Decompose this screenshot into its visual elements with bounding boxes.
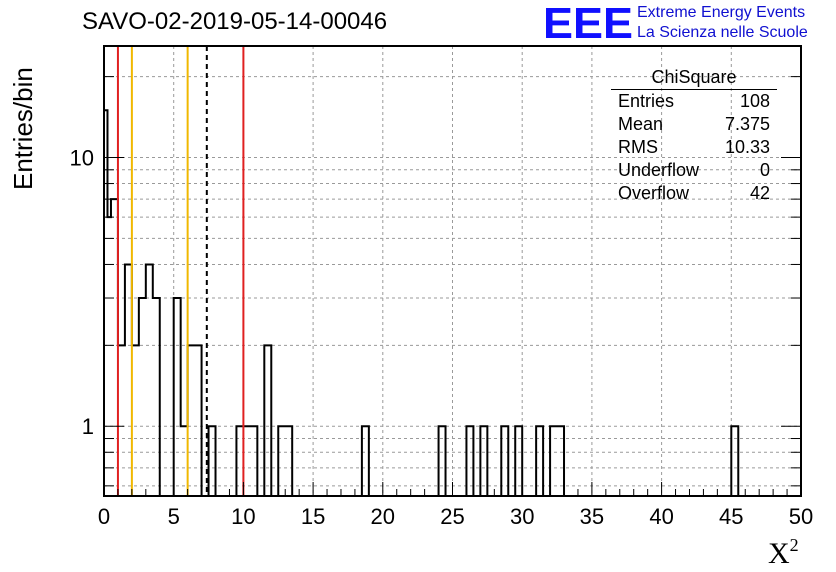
x-axis-label: X2 bbox=[768, 535, 799, 570]
grid-lines bbox=[104, 46, 801, 496]
histogram-bin bbox=[515, 426, 522, 496]
histogram-bin bbox=[139, 298, 146, 496]
stats-row-mean: Mean 7.375 bbox=[618, 114, 770, 134]
x-tick-label: 25 bbox=[440, 504, 464, 529]
histogram-bin bbox=[285, 426, 292, 496]
histogram-bin bbox=[501, 426, 508, 496]
histogram-bin bbox=[209, 426, 216, 496]
svg-text:EEE: EEE bbox=[543, 2, 633, 42]
y-tick-label: 1 bbox=[82, 414, 94, 439]
logo-line-2: La Scienza nelle Scuole bbox=[637, 24, 808, 41]
logo-line-1: Extreme Energy Events bbox=[637, 4, 806, 21]
histogram-bin bbox=[195, 345, 202, 496]
x-tick-label: 35 bbox=[580, 504, 604, 529]
x-tick-label: 50 bbox=[789, 504, 813, 529]
stats-row-rms: RMS 10.33 bbox=[618, 137, 770, 157]
histogram-bin bbox=[132, 345, 139, 496]
x-tick-label: 0 bbox=[98, 504, 110, 529]
stats-row-overflow: Overflow 42 bbox=[618, 183, 770, 203]
x-tick-label: 30 bbox=[510, 504, 534, 529]
y-tick-label: 10 bbox=[70, 146, 94, 171]
stats-title: ChiSquare bbox=[611, 66, 777, 90]
histogram-bin bbox=[731, 426, 738, 496]
histogram-bin bbox=[536, 426, 543, 496]
x-tick-label: 5 bbox=[168, 504, 180, 529]
chart-title: SAVO-02-2019-05-14-00046 bbox=[82, 8, 388, 35]
axis-ticks bbox=[103, 76, 802, 496]
x-tick-label: 10 bbox=[231, 504, 255, 529]
histogram-bin bbox=[111, 199, 118, 496]
x-tick-label: 15 bbox=[301, 504, 325, 529]
histogram-bin bbox=[125, 264, 132, 496]
threshold-lines bbox=[116, 46, 245, 496]
histogram-bin bbox=[146, 264, 153, 496]
logo-caption: Extreme Energy Events La Scienza nelle S… bbox=[637, 3, 808, 43]
histogram-bin bbox=[550, 426, 557, 496]
histogram-bin bbox=[557, 426, 564, 496]
histogram-bin bbox=[153, 298, 160, 496]
x-tick-label: 20 bbox=[371, 504, 395, 529]
histogram-bin bbox=[107, 217, 110, 496]
histogram-bin bbox=[250, 426, 257, 496]
histogram-bin bbox=[480, 426, 487, 496]
x-tick-label: 40 bbox=[649, 504, 673, 529]
histogram-bin bbox=[362, 426, 369, 496]
histogram-bin bbox=[278, 426, 285, 496]
histogram-bin bbox=[174, 298, 181, 496]
stats-box: ChiSquare Entries 108 Mean 7.375 RMS 10.33 … bbox=[611, 66, 777, 205]
histogram-bin bbox=[236, 426, 243, 496]
stats-row-underflow: Underflow 0 bbox=[618, 160, 770, 180]
histogram-bin bbox=[243, 426, 250, 496]
x-tick-label: 45 bbox=[719, 504, 743, 529]
histogram-bin bbox=[264, 345, 271, 496]
histogram-bin bbox=[466, 426, 473, 496]
histogram-bin bbox=[181, 426, 188, 496]
tick-labels: 0 5 10 15 20 25 30 35 40 45 50 1 10 bbox=[70, 146, 814, 529]
histogram-bin bbox=[118, 345, 125, 496]
stats-row-entries: Entries 108 bbox=[618, 91, 770, 111]
y-axis-label: Entries/bin bbox=[8, 67, 38, 190]
eee-logo: EEE bbox=[543, 2, 633, 42]
histogram-bin bbox=[439, 426, 446, 496]
histogram-bin bbox=[188, 345, 195, 496]
